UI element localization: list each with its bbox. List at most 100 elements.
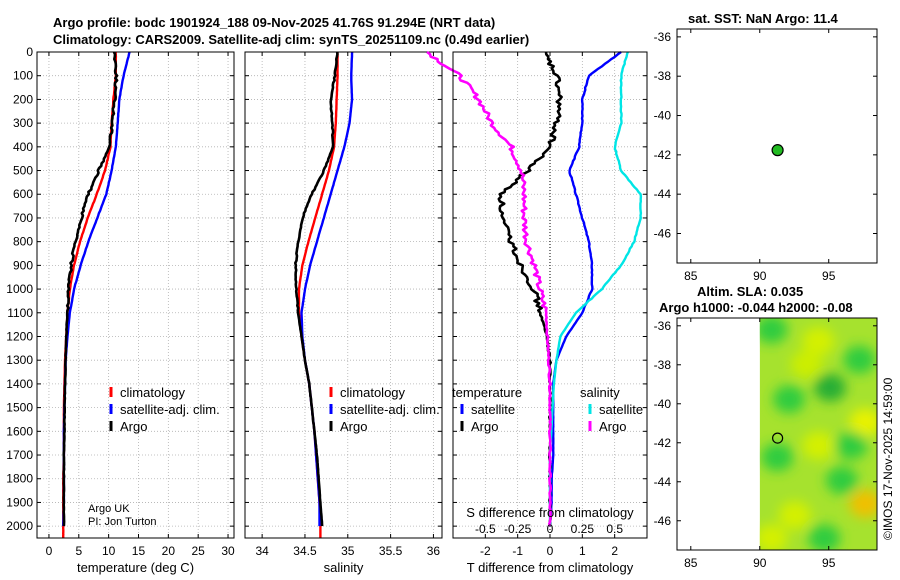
- plot-frame: [244, 51, 443, 539]
- y-tick-label: 600: [13, 187, 33, 201]
- x-tick-label: 30: [221, 544, 235, 558]
- y-tick-label: 400: [13, 140, 33, 154]
- y-tick-label: -42: [654, 148, 672, 162]
- y-tick-label: 1400: [6, 377, 33, 391]
- x-tick-label-salinity: 0.5: [606, 522, 623, 536]
- sla-blob: [802, 327, 835, 356]
- x-tick-label: 35.5: [379, 544, 403, 558]
- legend-label: Argo: [471, 419, 498, 434]
- legend-label: climatology: [340, 385, 406, 400]
- x-tick-label: -2: [480, 544, 491, 558]
- y-tick-label: -44: [654, 187, 672, 201]
- y-tick-label: 500: [13, 164, 33, 178]
- header-line-1: Argo profile: bodc 1901924_188 09-Nov-20…: [53, 15, 496, 30]
- series-argo: [294, 51, 339, 527]
- y-tick-label: 1000: [6, 282, 33, 296]
- x-tick-label: 0: [547, 544, 554, 558]
- y-tick-label: -38: [654, 69, 672, 83]
- sla-blob: [761, 443, 794, 472]
- y-tick-label: -44: [654, 475, 672, 489]
- legend-label: Argo: [340, 419, 367, 434]
- sst-map-panel: 85 90 95 -36 -38 -40 -42 -44 -46: [654, 28, 878, 283]
- sla-blob: [773, 385, 806, 414]
- y-tick-label: 300: [13, 116, 33, 130]
- imos-credit: ©IMOS 17-Nov-2025 14:59:00: [881, 377, 895, 540]
- y-tick-label: 1800: [6, 472, 33, 486]
- x-tick-label: 85: [684, 556, 698, 570]
- x-tick-label: 0: [46, 544, 53, 558]
- y-tick-label: 1600: [6, 424, 33, 438]
- y-tick-label: 1200: [6, 329, 33, 343]
- y-tick-label: -46: [654, 514, 672, 528]
- y-tick-label: -46: [654, 227, 672, 241]
- y-tick-label: -42: [654, 436, 672, 450]
- x-tick-label: 15: [132, 544, 146, 558]
- y-tick-label: 800: [13, 235, 33, 249]
- y-tick-label: 1500: [6, 401, 33, 415]
- x-tick-label: -1: [512, 544, 523, 558]
- y-tick-label: 1700: [6, 448, 33, 462]
- salinity-panel: 34 34.5 35 35.5 36 salinity climatology satelli…: [244, 51, 443, 575]
- y-tick-label: -38: [654, 358, 672, 372]
- x-tick-label: 90: [753, 269, 767, 283]
- legend-title: temperature: [452, 385, 522, 400]
- sla-field: [759, 318, 877, 550]
- y-tick-label: -36: [654, 319, 672, 333]
- map-frame: [676, 28, 878, 264]
- plot-frame: [452, 51, 648, 539]
- pi-label: PI: Jon Turton: [88, 516, 156, 528]
- sla-blob: [814, 373, 847, 402]
- x-tick-label-salinity: -0.25: [504, 522, 532, 536]
- x-tick-label: 34: [255, 544, 269, 558]
- x-tick-label: 2: [611, 544, 618, 558]
- x-axis-label: T difference from climatology: [467, 560, 634, 575]
- difference-panel: -2 -1 0 1 2 T difference from climatology -0.5…: [426, 50, 648, 575]
- x-tick-label: 5: [75, 544, 82, 558]
- y-tick-label: 0: [26, 45, 33, 59]
- y-tick-label: 1300: [6, 353, 33, 367]
- plot-frame: [36, 51, 235, 539]
- sla-blobs: [759, 318, 877, 550]
- x-tick-label: 25: [192, 544, 206, 558]
- x-axis-label: temperature (deg C): [77, 560, 194, 575]
- x-tick-label-salinity: -0.5: [475, 522, 496, 536]
- sla-blob: [802, 431, 835, 460]
- plot-area: [245, 52, 442, 538]
- header-line-2: Climatology: CARS2009. Satellite-adj cli…: [53, 32, 530, 47]
- x-tick-label: 95: [822, 269, 836, 283]
- sla-map-panel: 85 90 95 -36 -38 -40 -42 -44 -46: [654, 317, 878, 570]
- x-tick-label: 90: [753, 556, 767, 570]
- x-tick-label-salinity: 0: [547, 522, 554, 536]
- legend-label: satellite: [471, 402, 515, 417]
- legend-label: Argo: [599, 419, 626, 434]
- y-tick-label: 700: [13, 211, 33, 225]
- series-t-satellite: [548, 51, 622, 527]
- x-tick-label: 10: [102, 544, 116, 558]
- x-tick-label: 35: [341, 544, 355, 558]
- x-axis-label-salinity: S difference from climatology: [466, 505, 634, 520]
- y-tick-label: 1100: [7, 306, 33, 320]
- x-tick-label: 36: [427, 544, 441, 558]
- argo-float-marker: [771, 144, 784, 157]
- x-tick-label: 85: [684, 269, 698, 283]
- series-argo: [62, 51, 119, 527]
- legend-label: satellite-adj. clim.: [340, 402, 440, 417]
- series-s-argo: [426, 50, 552, 527]
- legend-title: salinity: [580, 385, 620, 400]
- y-tick-label: 900: [13, 258, 33, 272]
- x-tick-label: 1: [579, 544, 586, 558]
- x-axis-label: salinity: [324, 560, 364, 575]
- plot-area: [37, 52, 234, 538]
- argo-float-marker: [772, 432, 784, 444]
- sla-blob: [778, 501, 811, 530]
- sla-map-title: Altim. SLA: 0.035: [697, 284, 804, 299]
- y-tick-label: 1900: [6, 495, 33, 509]
- sla-blob: [790, 350, 823, 379]
- legend-label: satellite: [599, 402, 643, 417]
- temperature-panel: 0 5 10 15 20 25 300100200300400500600700800900…: [6, 45, 235, 575]
- legend-label: Argo: [120, 419, 147, 434]
- sla-height-title: Argo h1000: -0.044 h2000: -0.08: [659, 300, 853, 315]
- map-frame: [676, 317, 878, 551]
- y-tick-label: 2000: [6, 519, 33, 533]
